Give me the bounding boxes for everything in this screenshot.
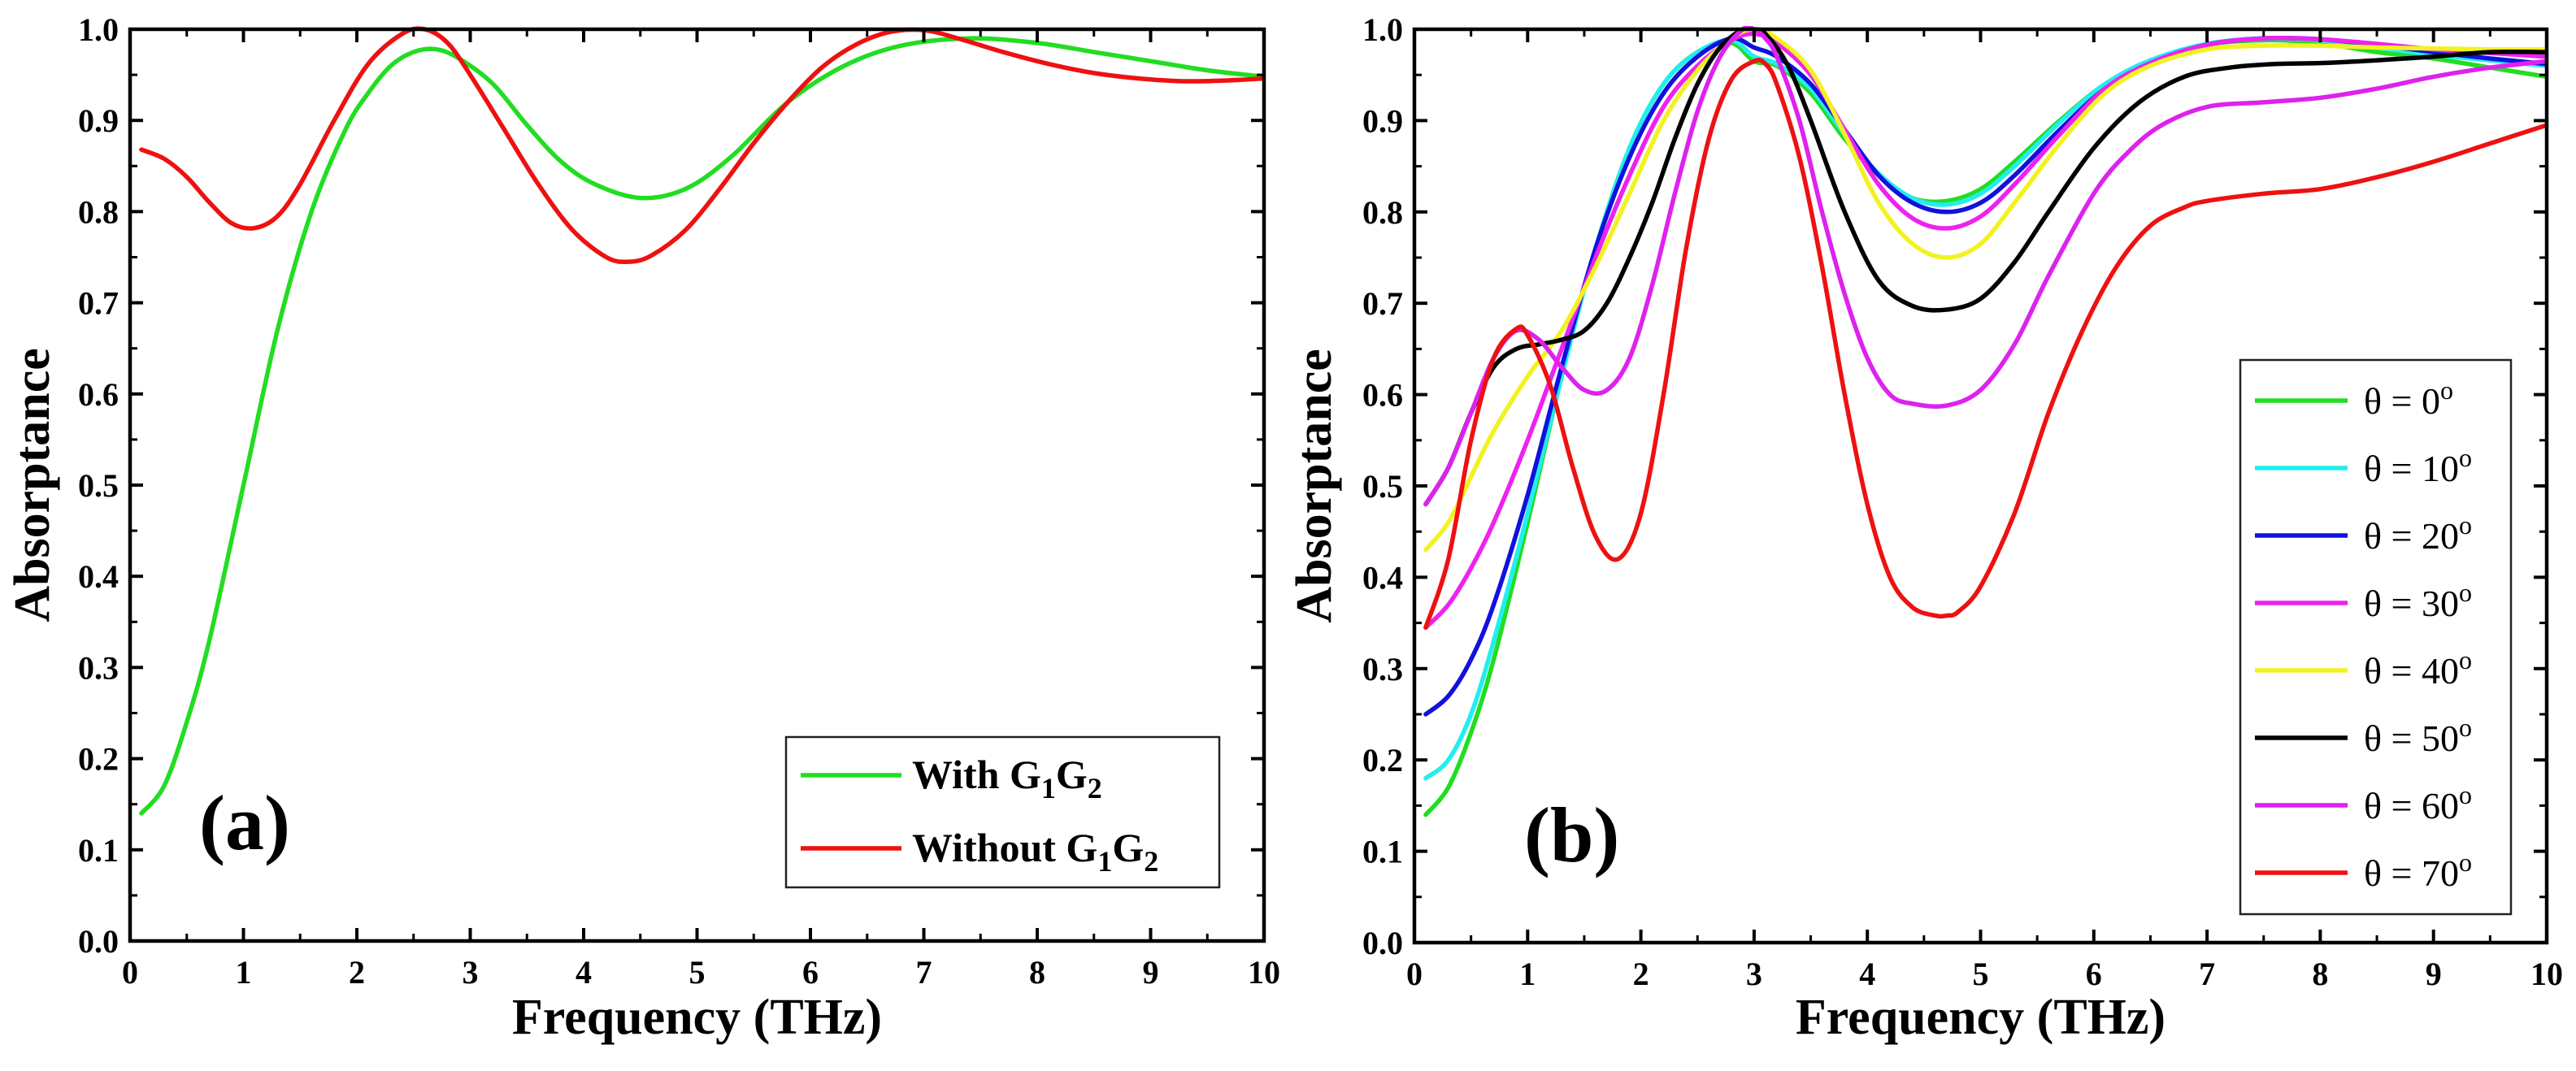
x-tick-label: 9 <box>1143 954 1159 991</box>
legend: With G1G2 Without G1G2 <box>784 735 1221 889</box>
legend-entry: θ = 50o <box>2364 713 2472 759</box>
y-tick-label: 1.0 <box>78 11 119 48</box>
x-tick-label: 9 <box>2426 956 2442 992</box>
y-tick-label: 0.4 <box>78 558 119 595</box>
x-tick-label: 8 <box>1029 954 1045 991</box>
y-tick-label: 0.0 <box>78 923 119 960</box>
series-line-theta-30 <box>1423 31 2547 630</box>
legend: θ = 0o θ = 10o θ = 20o θ = 30o θ = 40o θ = 50… <box>2239 358 2513 916</box>
x-tick-label: 6 <box>2086 956 2102 992</box>
y-tick-label: 0.7 <box>1362 285 1403 322</box>
x-tick-label: 5 <box>689 954 706 991</box>
panel-b: 0 1 2 3 4 5 6 7 8 9 10 0.0 0.1 0.2 0.3 0.4 0.5 0.6 0.7 0.8 0… <box>1287 11 2563 1045</box>
y-tick-label: 0.3 <box>78 649 119 686</box>
legend-entry: θ = 20o <box>2364 510 2472 557</box>
series-lines <box>1423 26 2547 817</box>
series-line-0 <box>139 36 1264 816</box>
y-tick-label: 0.5 <box>78 467 119 504</box>
y-tick-label: 0.1 <box>78 832 119 869</box>
x-tick-label: 4 <box>576 954 592 991</box>
legend-entry: θ = 30o <box>2364 578 2472 624</box>
y-axis-label: Absorptance <box>1287 349 1342 623</box>
x-tick-label: 6 <box>802 954 819 991</box>
series-line-1 <box>139 26 1264 265</box>
x-tick-label: 2 <box>1633 956 1649 992</box>
y-tick-label: 0.2 <box>1362 742 1403 778</box>
x-tick-label: 1 <box>236 954 252 991</box>
y-tick-label: 0.8 <box>1362 194 1403 231</box>
series-lines <box>139 26 1264 816</box>
legend-box <box>2239 358 2513 916</box>
series-line-theta-60 <box>1423 26 2547 507</box>
panel-a: 0 1 2 3 4 5 6 7 8 9 10 0.0 0.1 0.2 0.3 0.4 0.5 0.6 0.7 0.8 0… <box>5 11 1280 1045</box>
y-tick-label: 0.2 <box>78 741 119 778</box>
x-tick-label: 5 <box>1973 956 1989 992</box>
x-tick-label: 2 <box>349 954 365 991</box>
series-line-theta-40 <box>1423 27 2547 553</box>
y-tick-label: 0.9 <box>78 102 119 139</box>
y-tick-label: 0.6 <box>78 376 119 413</box>
x-tick-label: 7 <box>916 954 932 991</box>
x-tick-label: 1 <box>1519 956 1536 992</box>
legend-entry: θ = 70o <box>2364 848 2472 894</box>
legend-entry: θ = 10o <box>2364 443 2472 489</box>
legend-box <box>784 735 1221 889</box>
y-axis-label: Absorptance <box>5 348 60 622</box>
panel-label: (b) <box>1524 791 1619 878</box>
x-tick-label: 0 <box>1406 956 1423 992</box>
y-tick-label: 0.0 <box>1362 925 1403 961</box>
legend-entry: With G1G2 <box>912 752 1102 804</box>
y-tick-label: 0.9 <box>1362 102 1403 139</box>
legend-entry: θ = 0o <box>2364 375 2453 422</box>
x-tick-label: 10 <box>1248 954 1280 991</box>
series-line-theta-50 <box>1423 26 2547 507</box>
panel-label: (a) <box>199 779 290 866</box>
y-tick-label: 1.0 <box>1362 11 1403 48</box>
x-axis-label: Frequency (THz) <box>512 990 882 1045</box>
x-tick-label: 10 <box>2530 956 2563 992</box>
x-tick-label: 3 <box>463 954 479 991</box>
x-axis-label: Frequency (THz) <box>1796 990 2165 1045</box>
x-tick-label: 8 <box>2312 956 2328 992</box>
legend-entry: θ = 40o <box>2364 645 2472 692</box>
y-tick-label: 0.8 <box>78 193 119 230</box>
y-tick-label: 0.4 <box>1362 559 1403 596</box>
y-tick-label: 0.7 <box>78 285 119 322</box>
y-tick-label: 0.6 <box>1362 377 1403 414</box>
x-tick-label: 7 <box>2199 956 2215 992</box>
x-tick-label: 4 <box>1859 956 1875 992</box>
x-tick-label: 3 <box>1746 956 1762 992</box>
y-tick-label: 0.1 <box>1362 834 1403 870</box>
series-line-theta-70 <box>1423 58 2547 630</box>
legend-entry: θ = 60o <box>2364 780 2472 826</box>
y-tick-label: 0.5 <box>1362 468 1403 505</box>
x-tick-label: 0 <box>122 954 138 991</box>
legend-entry: Without G1G2 <box>912 825 1158 878</box>
y-tick-label: 0.3 <box>1362 651 1403 687</box>
